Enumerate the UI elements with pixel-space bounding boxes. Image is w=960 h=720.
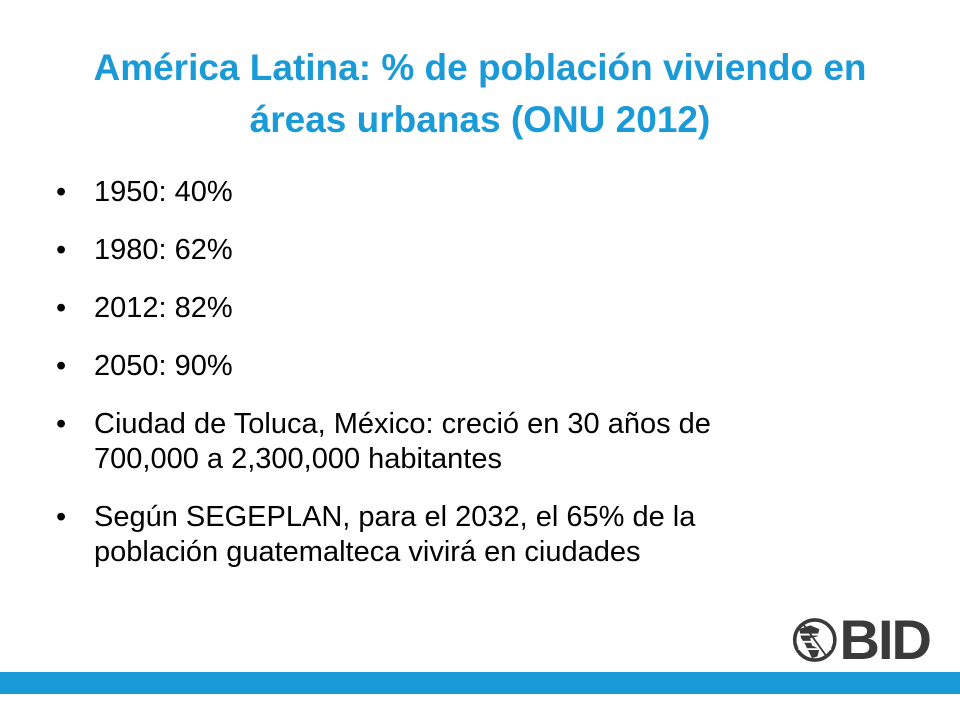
bullet-marker: • [56, 176, 67, 208]
bullet-marker: • [56, 501, 67, 533]
bullet-item: • Según SEGEPLAN, para el 2032, el 65% d… [56, 500, 916, 570]
bullet-item: • 2050: 90% [56, 349, 916, 384]
bid-logo-text: BID [839, 608, 932, 671]
bullet-text-line-1: Según SEGEPLAN, para el 2032, el 65% de … [94, 501, 696, 533]
bid-logo: BID [792, 608, 932, 671]
globe-icon [792, 618, 837, 662]
bullet-item: • 1950: 40% [56, 175, 916, 210]
footer-bar [0, 672, 960, 694]
bullet-text-line-1: Ciudad de Toluca, México: creció en 30 a… [94, 408, 711, 440]
slide-title: América Latina: % de población viviendo … [40, 42, 920, 146]
bullet-text: 1950: 40% [94, 176, 233, 208]
slide-title-line-1: América Latina: % de población viviendo … [93, 47, 867, 88]
slide-title-line-2: áreas urbanas (ONU 2012) [249, 99, 711, 140]
bullet-text: 2050: 90% [94, 350, 233, 382]
bullet-text-line-2: 700,000 a 2,300,000 habitantes [94, 443, 502, 475]
bullet-marker: • [56, 292, 67, 324]
bullet-marker: • [56, 408, 67, 440]
bullet-item: • Ciudad de Toluca, México: creció en 30… [56, 407, 916, 477]
bullet-text: 1980: 62% [94, 234, 233, 266]
bullet-text-line-2: población guatemalteca vivirá en ciudade… [94, 536, 641, 568]
bullet-item: • 1980: 62% [56, 233, 916, 268]
bullet-text: 2012: 82% [94, 292, 233, 324]
bullet-list: • 1950: 40% • 1980: 62% • 2012: 82% • 20… [56, 175, 916, 593]
bullet-item: • 2012: 82% [56, 291, 916, 326]
bullet-marker: • [56, 350, 67, 382]
bullet-marker: • [56, 234, 67, 266]
